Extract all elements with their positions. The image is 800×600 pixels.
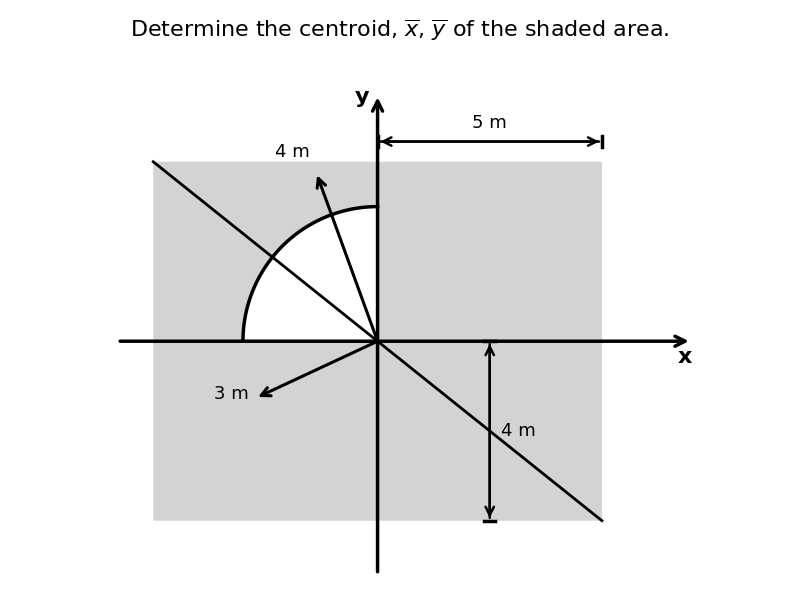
Text: x: x [678,347,692,367]
Text: 4 m: 4 m [274,143,310,161]
Text: 5 m: 5 m [472,113,507,131]
Text: Determine the centroid, $\overline{x}$, $\overline{y}$ of the shaded area.: Determine the centroid, $\overline{x}$, … [130,18,670,43]
Text: 3 m: 3 m [214,385,249,403]
PathPatch shape [154,162,602,521]
Text: 4 m: 4 m [501,422,536,440]
Text: y: y [354,86,369,107]
